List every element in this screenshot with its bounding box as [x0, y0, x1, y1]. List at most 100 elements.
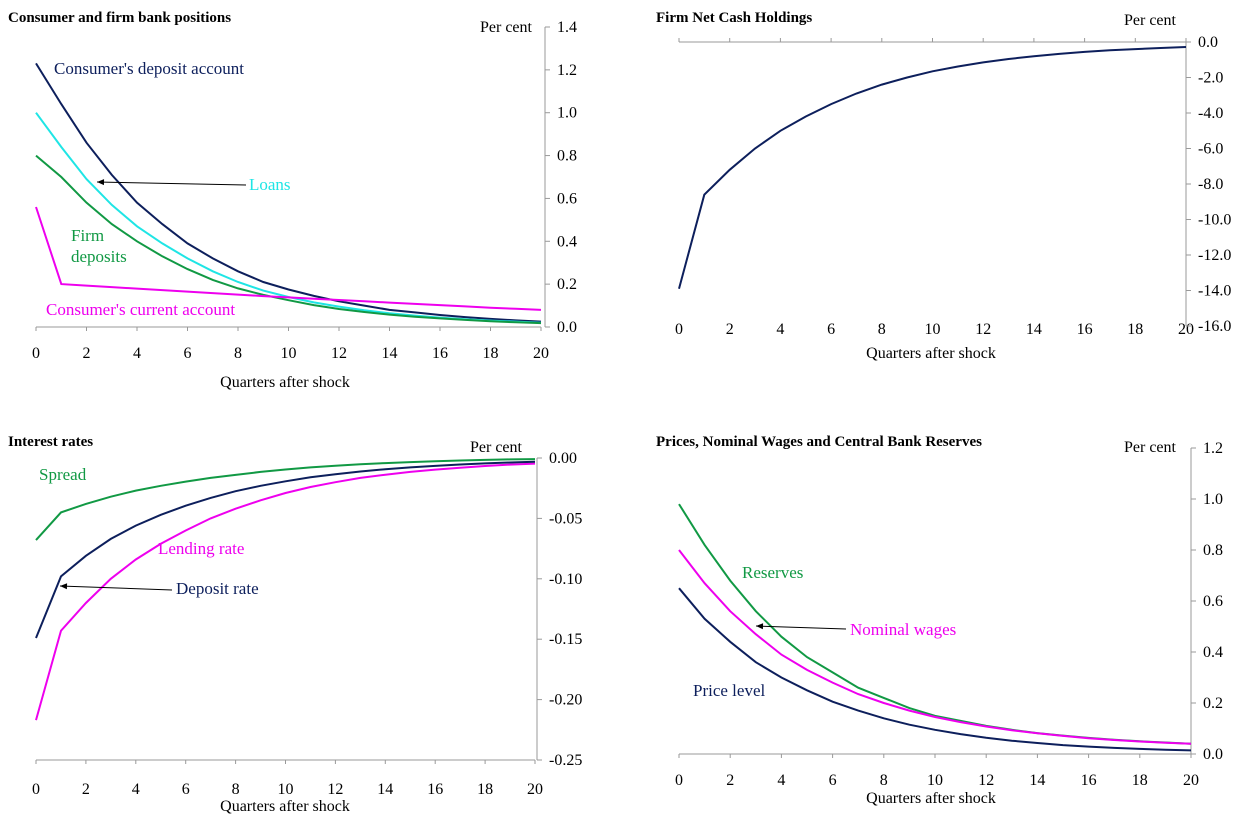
y-tick-label: -0.05 — [549, 510, 582, 527]
x-axis-label: Quarters after shock — [866, 790, 996, 807]
chart-panel-interest-rates: Interest rates Per cent 0 2 4 6 8 10 12 14 16 18 2… — [0, 410, 620, 818]
chart-title: Interest rates — [8, 434, 94, 450]
x-tick-label: 8 — [880, 772, 888, 789]
x-tick-label: 8 — [234, 345, 242, 362]
x-tick-label: 4 — [133, 345, 141, 362]
x-tick-label: 14 — [1026, 321, 1042, 338]
x-tick-label: 10 — [925, 321, 941, 338]
series-line-2 — [35, 460, 536, 639]
unit-label: Per cent — [1124, 12, 1176, 29]
chart-plot: 0 2 4 6 8 10 12 14 16 18 20 0.0 -2.0 -4.0 -6.0 -8.0 -10.… — [675, 34, 1231, 338]
x-tick-label: 12 — [978, 772, 994, 789]
series-line-0 — [35, 62, 542, 323]
y-tick-label: 0.4 — [1203, 644, 1223, 661]
series-annotation: Firm — [71, 226, 104, 245]
x-tick-label: 2 — [83, 345, 91, 362]
x-tick-label: 20 — [527, 781, 543, 798]
x-tick-label: 14 — [377, 781, 393, 798]
series-annotation: deposits — [71, 247, 127, 266]
y-tick-label: 0.6 — [557, 190, 577, 207]
x-tick-label: 0 — [32, 345, 40, 362]
y-tick-label: -10.0 — [1198, 212, 1231, 229]
y-tick-label: -0.15 — [549, 631, 582, 648]
x-tick-label: 4 — [132, 781, 140, 798]
series-annotation: Consumer's current account — [46, 300, 235, 319]
chart-plot: 0 2 4 6 8 10 12 14 16 18 200.0 0.2 0.4 0.6 0.8 1.0 1.2 Re… — [675, 440, 1223, 789]
x-tick-label: 18 — [1132, 772, 1148, 789]
x-tick-label: 2 — [82, 781, 90, 798]
chart-plot: 0 2 4 6 8 10 12 14 16 18 20 0.00 -0.05 -0.10 -0.15 -0.2… — [32, 450, 582, 798]
x-tick-label: 20 — [1183, 772, 1199, 789]
series-annotation: Price level — [693, 681, 765, 700]
series-line-3 — [35, 206, 542, 311]
chart-panel-prices-wages-reserves: Prices, Nominal Wages and Central Bank R… — [636, 410, 1253, 818]
x-tick-label: 12 — [327, 781, 343, 798]
x-tick-label: 16 — [1077, 321, 1093, 338]
y-tick-label: -2.0 — [1198, 70, 1223, 87]
y-tick-label: 0.4 — [557, 233, 577, 250]
y-tick-label: -8.0 — [1198, 176, 1223, 193]
x-tick-label: 18 — [1127, 321, 1143, 338]
y-tick-label: 0.0 — [557, 319, 577, 336]
x-tick-label: 10 — [281, 345, 297, 362]
annotation-arrow — [755, 625, 847, 630]
series-annotation: Deposit rate — [176, 579, 259, 598]
chart-title: Consumer and firm bank positions — [8, 10, 232, 26]
series-annotation: Spread — [39, 465, 87, 484]
series-line-0 — [678, 46, 1187, 289]
x-axis-label: Quarters after shock — [220, 798, 350, 815]
x-tick-label: 8 — [232, 781, 240, 798]
y-tick-label: 0.6 — [1203, 593, 1223, 610]
x-axis-label: Quarters after shock — [866, 345, 996, 362]
series-line-1 — [35, 112, 542, 324]
x-tick-label: 20 — [533, 345, 549, 362]
y-tick-label: -4.0 — [1198, 105, 1223, 122]
x-tick-label: 10 — [927, 772, 943, 789]
annotation-arrow — [59, 585, 173, 591]
y-tick-label: -0.25 — [549, 752, 582, 769]
x-tick-label: 12 — [975, 321, 991, 338]
x-tick-label: 6 — [182, 781, 190, 798]
series-annotation: Consumer's deposit account — [54, 59, 244, 78]
x-tick-label: 6 — [827, 321, 835, 338]
annotation-arrow — [96, 181, 247, 186]
x-tick-label: 16 — [432, 345, 448, 362]
y-tick-label: 0.00 — [549, 450, 577, 467]
series-annotation: Loans — [249, 175, 291, 194]
y-tick-label: 0.0 — [1203, 746, 1223, 763]
annotation-arrowhead — [756, 623, 764, 630]
series-annotation: Reserves — [742, 563, 803, 582]
x-tick-label: 4 — [777, 772, 785, 789]
y-tick-label: 1.0 — [1203, 491, 1223, 508]
x-tick-label: 16 — [427, 781, 443, 798]
x-tick-label: 18 — [477, 781, 493, 798]
x-tick-label: 20 — [1178, 321, 1194, 338]
x-tick-label: 18 — [483, 345, 499, 362]
y-tick-label: -12.0 — [1198, 247, 1231, 264]
series-line-1 — [35, 462, 536, 721]
x-tick-label: 6 — [184, 345, 192, 362]
unit-label: Per cent — [1124, 439, 1176, 456]
series-line-2 — [35, 154, 542, 325]
chart-title: Prices, Nominal Wages and Central Bank R… — [656, 434, 982, 450]
x-tick-label: 12 — [331, 345, 347, 362]
x-tick-label: 0 — [32, 781, 40, 798]
x-tick-label: 16 — [1081, 772, 1097, 789]
y-tick-label: 0.2 — [1203, 695, 1223, 712]
series-annotation: Lending rate — [158, 539, 244, 558]
y-tick-label: 1.4 — [557, 19, 577, 36]
x-tick-label: 8 — [878, 321, 886, 338]
x-tick-label: 0 — [675, 321, 683, 338]
chart-plot: 0 2 4 6 8 10 12 14 16 18 20 0.0 0.2 0.4 0.6 0.8 1.0 1.2 1.… — [32, 19, 577, 362]
y-tick-label: 0.0 — [1198, 34, 1218, 51]
x-tick-label: 14 — [382, 345, 398, 362]
annotation-arrowhead — [60, 583, 68, 590]
unit-label: Per cent — [480, 19, 532, 36]
y-tick-label: 0.8 — [557, 148, 577, 165]
x-tick-label: 2 — [726, 772, 734, 789]
x-tick-label: 4 — [776, 321, 784, 338]
y-tick-label: -0.10 — [549, 571, 582, 588]
y-tick-label: -0.20 — [549, 692, 582, 709]
unit-label: Per cent — [470, 439, 522, 456]
y-tick-label: 0.8 — [1203, 542, 1223, 559]
